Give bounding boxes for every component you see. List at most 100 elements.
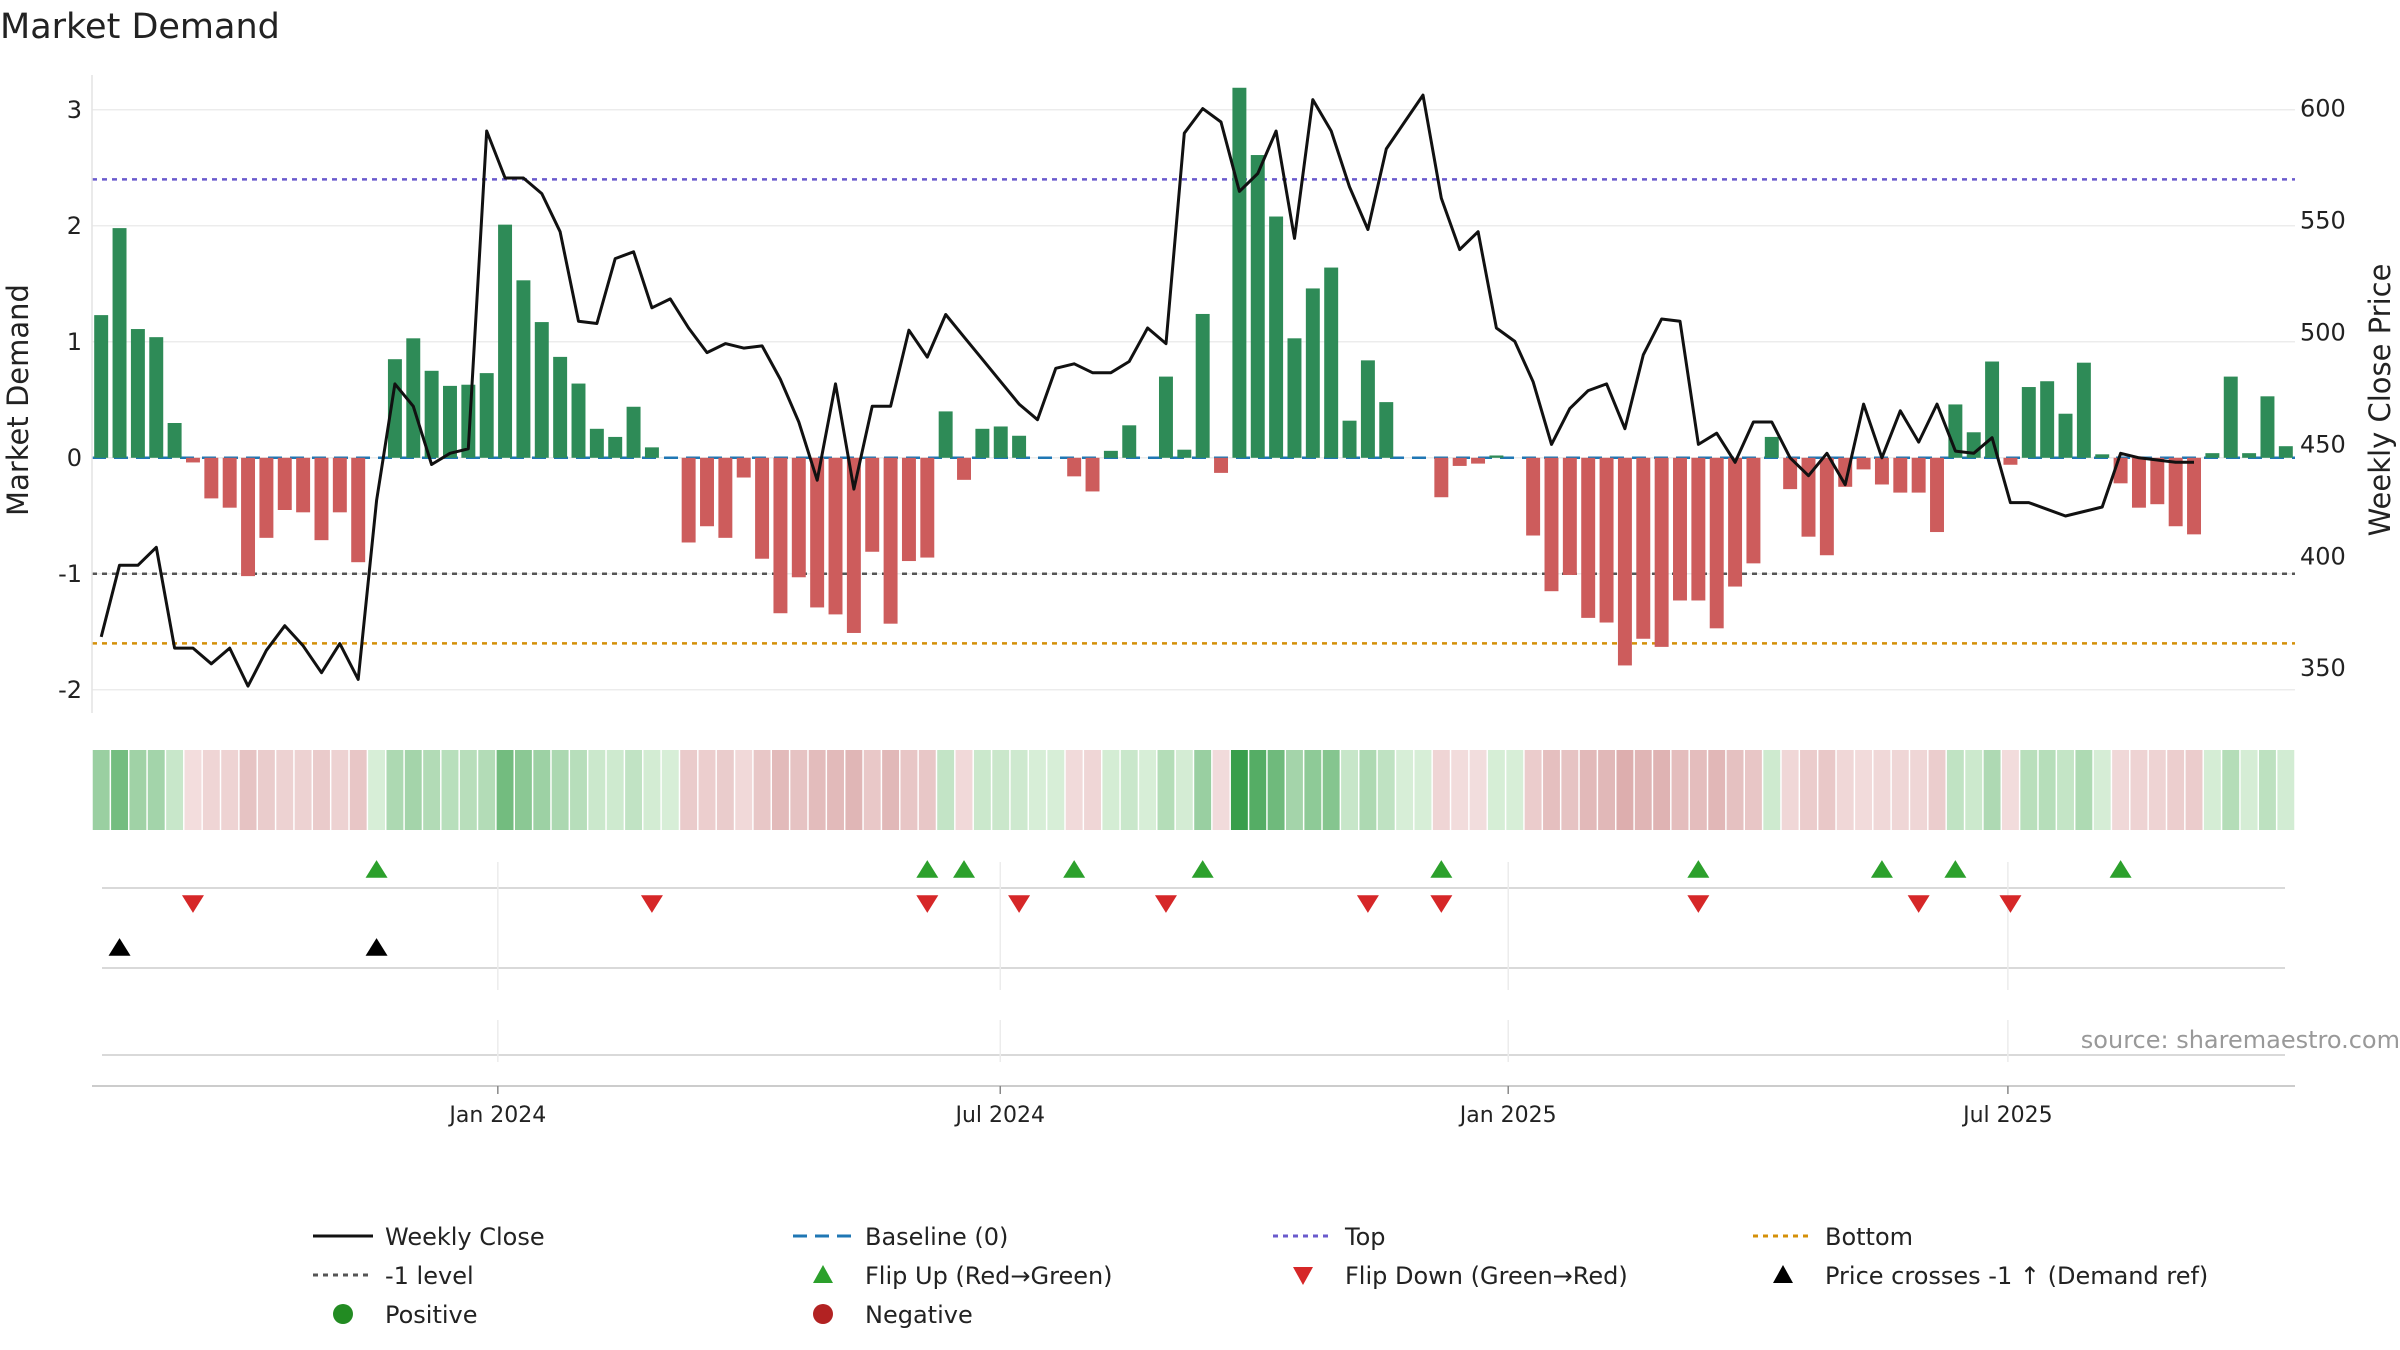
demand-strip-cell bbox=[1671, 750, 1689, 830]
demand-strip-cell bbox=[2203, 750, 2221, 830]
demand-bar bbox=[1342, 420, 1357, 458]
legend-item: Top bbox=[1273, 1223, 1386, 1251]
demand-strip-cell bbox=[294, 750, 312, 830]
reference-lines bbox=[92, 178, 2295, 645]
legend-item: Bottom bbox=[1753, 1223, 1913, 1251]
flip-up-marker bbox=[1944, 860, 1967, 878]
flip-down-marker bbox=[181, 895, 204, 913]
demand-strip-cell bbox=[1891, 750, 1909, 830]
demand-bar bbox=[644, 447, 659, 458]
demand-strip-cell bbox=[808, 750, 826, 830]
demand-bar bbox=[479, 373, 494, 458]
demand-bar bbox=[755, 457, 770, 559]
demand-strip-cell bbox=[368, 750, 385, 830]
demand-strip-cell bbox=[643, 750, 661, 830]
demand-bar bbox=[1617, 457, 1632, 666]
demand-bar bbox=[1452, 457, 1467, 466]
demand-bar bbox=[2168, 457, 2183, 527]
demand-bar bbox=[2040, 381, 2055, 458]
demand-strip-cell bbox=[1120, 750, 1138, 830]
demand-bar bbox=[1526, 457, 1541, 536]
demand-strip-cell bbox=[1322, 750, 1340, 830]
demand-bar bbox=[534, 322, 549, 458]
demand-strip-cell bbox=[1818, 750, 1836, 830]
demand-bar bbox=[2076, 362, 2091, 458]
demand-strip-cell bbox=[1744, 750, 1762, 830]
right-tick-label: 450 bbox=[2300, 430, 2346, 458]
demand-strip-cell bbox=[716, 750, 734, 830]
left-tick-label: -1 bbox=[58, 560, 82, 588]
demand-bar bbox=[1874, 457, 1889, 485]
demand-strip-cell bbox=[625, 750, 643, 830]
demand-strip-cell bbox=[551, 750, 569, 830]
demand-strip-cell bbox=[478, 750, 496, 830]
demand-strip-cell bbox=[1230, 750, 1248, 830]
cross-minus-one-marker bbox=[365, 938, 388, 956]
price-line-layer bbox=[99, 93, 2194, 688]
demand-strip-cell bbox=[1543, 750, 1560, 830]
demand-strip-cell bbox=[1139, 750, 1157, 830]
right-tick-label: 600 bbox=[2300, 95, 2346, 123]
left-tick-label: 1 bbox=[67, 328, 82, 356]
demand-strip-cell bbox=[386, 750, 404, 830]
demand-strip-cell bbox=[1836, 750, 1854, 830]
demand-bar bbox=[1636, 457, 1651, 639]
grid-layer bbox=[92, 109, 2295, 691]
demand-strip-cell bbox=[1249, 750, 1267, 830]
demand-strip-cell bbox=[771, 750, 789, 830]
demand-strip-cell bbox=[1598, 750, 1616, 830]
demand-bar bbox=[1489, 455, 1504, 458]
left-tick-label: 0 bbox=[67, 444, 82, 472]
demand-bar bbox=[1379, 402, 1394, 458]
demand-bar bbox=[736, 457, 751, 478]
demand-strip-cell bbox=[331, 750, 349, 830]
legend-swatch-circle bbox=[333, 1304, 353, 1324]
demand-strip-cell bbox=[2002, 750, 2019, 830]
demand-bar bbox=[2095, 454, 2110, 458]
demand-strip-cell bbox=[1946, 750, 1964, 830]
demand-strip-cell bbox=[496, 750, 514, 830]
demand-strip-cell bbox=[900, 750, 918, 830]
legend-swatch-triangle-down bbox=[1293, 1267, 1313, 1285]
demand-strip-cell bbox=[570, 750, 587, 830]
demand-strip-cell bbox=[1175, 750, 1193, 830]
demand-strip-cell bbox=[1708, 750, 1726, 830]
flip-up-marker bbox=[1687, 860, 1710, 878]
flip-up-marker bbox=[1430, 860, 1453, 878]
demand-strip-cell bbox=[441, 750, 459, 830]
demand-bar bbox=[296, 457, 311, 513]
right-tick-label: 500 bbox=[2300, 318, 2346, 346]
flip-up-marker bbox=[916, 860, 939, 878]
legend-item: Weekly Close bbox=[313, 1223, 545, 1251]
demand-strip-cell bbox=[1029, 750, 1046, 830]
demand-bar bbox=[185, 457, 200, 463]
demand-strip-cell bbox=[2222, 750, 2240, 830]
demand-strip-cell bbox=[955, 750, 973, 830]
legend-label: Baseline (0) bbox=[865, 1223, 1008, 1251]
date-axis: Jan 2024 Jul 2024 Jan 2025 Jul 2025 bbox=[92, 1085, 2295, 1128]
flip-down-marker bbox=[1907, 895, 1930, 913]
legend-label: Top bbox=[1344, 1223, 1386, 1251]
demand-bar bbox=[332, 457, 347, 513]
demand-bar bbox=[1195, 313, 1210, 458]
demand-bar bbox=[241, 457, 256, 577]
demand-bar bbox=[1709, 457, 1724, 629]
demand-strip-cell bbox=[276, 750, 294, 830]
demand-bar bbox=[1085, 457, 1100, 492]
demand-bar bbox=[406, 338, 421, 458]
demand-strip-cell bbox=[2038, 750, 2056, 830]
date-tick-label: Jul 2024 bbox=[953, 1103, 1045, 1128]
demand-strip-cell bbox=[147, 750, 165, 830]
demand-strip-cell bbox=[680, 750, 698, 830]
demand-strip-cell bbox=[1396, 750, 1414, 830]
demand-bar bbox=[938, 411, 953, 458]
chart-title: Market Demand bbox=[0, 7, 280, 47]
legend-label: Flip Down (Green→Red) bbox=[1345, 1262, 1628, 1290]
demand-strip-cell bbox=[1928, 750, 1946, 830]
demand-bar bbox=[791, 457, 806, 578]
demand-bar bbox=[167, 423, 182, 458]
demand-bar bbox=[589, 428, 604, 458]
flip-up-marker bbox=[1870, 860, 1893, 878]
demand-bar bbox=[2242, 453, 2257, 458]
flip-up-marker bbox=[1191, 860, 1214, 878]
